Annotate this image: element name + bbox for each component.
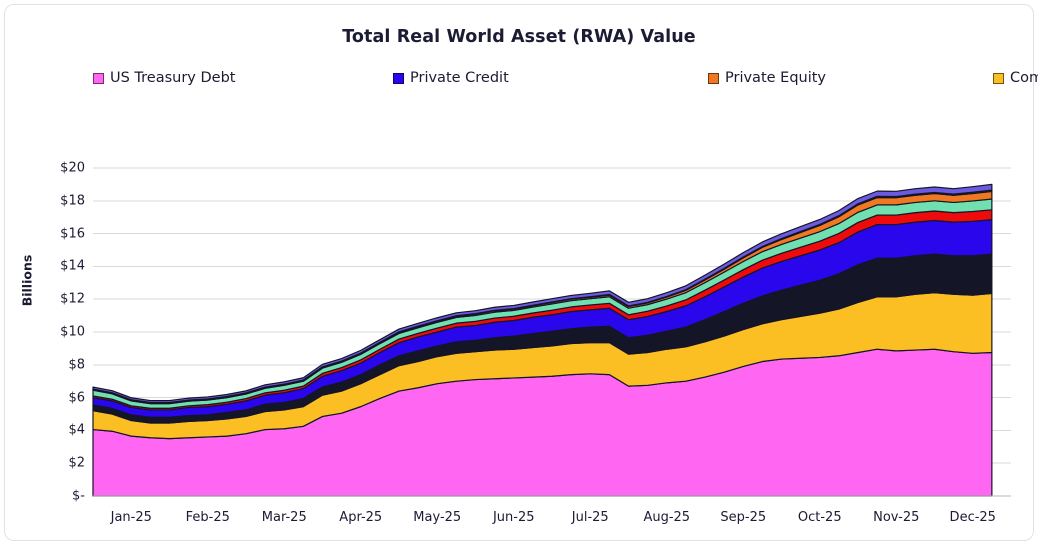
y-axis-tick-label: $16 <box>60 226 85 242</box>
x-axis-tick-label: Feb-25 <box>185 510 230 525</box>
chart-card: Total Real World Asset (RWA) Value US Tr… <box>4 4 1038 542</box>
y-axis-tick-label: $4 <box>68 422 85 438</box>
legend-item[interactable]: Private Credit <box>393 71 708 86</box>
legend-swatch-icon <box>393 73 404 84</box>
x-axis-tick-label: Mar-25 <box>261 510 307 525</box>
legend-item[interactable]: Commodities <box>993 71 1038 86</box>
x-axis-tick-label: Oct-25 <box>797 510 842 525</box>
x-axis-tick-label: Apr-25 <box>339 510 383 525</box>
x-axis-tick-label: Dec-25 <box>949 510 996 525</box>
legend-item[interactable]: Private Equity <box>708 71 993 86</box>
y-axis-tick-label: $20 <box>60 160 85 176</box>
x-axis-tick-label: Sep-25 <box>720 510 767 525</box>
legend-swatch-icon <box>93 73 104 84</box>
x-axis-tick-label: Aug-25 <box>643 510 691 525</box>
y-axis-tick-label: $2 <box>68 455 85 471</box>
x-axis-tick-label: May-25 <box>413 510 462 525</box>
y-axis-tick-label: $14 <box>60 258 85 274</box>
y-axis-tick-label: $12 <box>60 291 85 307</box>
y-axis-tick-label: $6 <box>68 390 85 406</box>
chart-legend: US Treasury Debt Private Credit Private Eq… <box>93 66 1038 91</box>
y-axis-tick-label: $- <box>72 488 85 504</box>
y-axis-tick-label: $18 <box>60 193 85 209</box>
x-axis-tick-label: Jul-25 <box>571 510 609 525</box>
x-axis-tick-label: Nov-25 <box>873 510 920 525</box>
legend-label: Private Credit <box>410 70 509 87</box>
legend-item[interactable]: US Treasury Debt <box>93 71 393 86</box>
y-axis-tick-label: $8 <box>68 357 85 373</box>
legend-swatch-icon <box>993 73 1004 84</box>
x-axis-tick-label: Jun-25 <box>492 510 535 525</box>
plot-area: $- $2 $4 $6 $8 $10 $12 $14 $16 $18 $20 Jan-25 Feb-25… <box>5 5 1035 542</box>
legend-label: Commodities <box>1010 70 1038 87</box>
legend-label: Private Equity <box>725 70 827 87</box>
x-axis-tick-label: Jan-25 <box>110 510 152 525</box>
stacked-area-svg <box>92 167 1011 497</box>
area-series <box>92 183 993 404</box>
chart-title: Total Real World Asset (RWA) Value <box>342 27 696 47</box>
legend-swatch-icon <box>708 73 719 84</box>
legend-label: US Treasury Debt <box>110 70 236 87</box>
y-axis-tick-label: $10 <box>60 324 85 340</box>
